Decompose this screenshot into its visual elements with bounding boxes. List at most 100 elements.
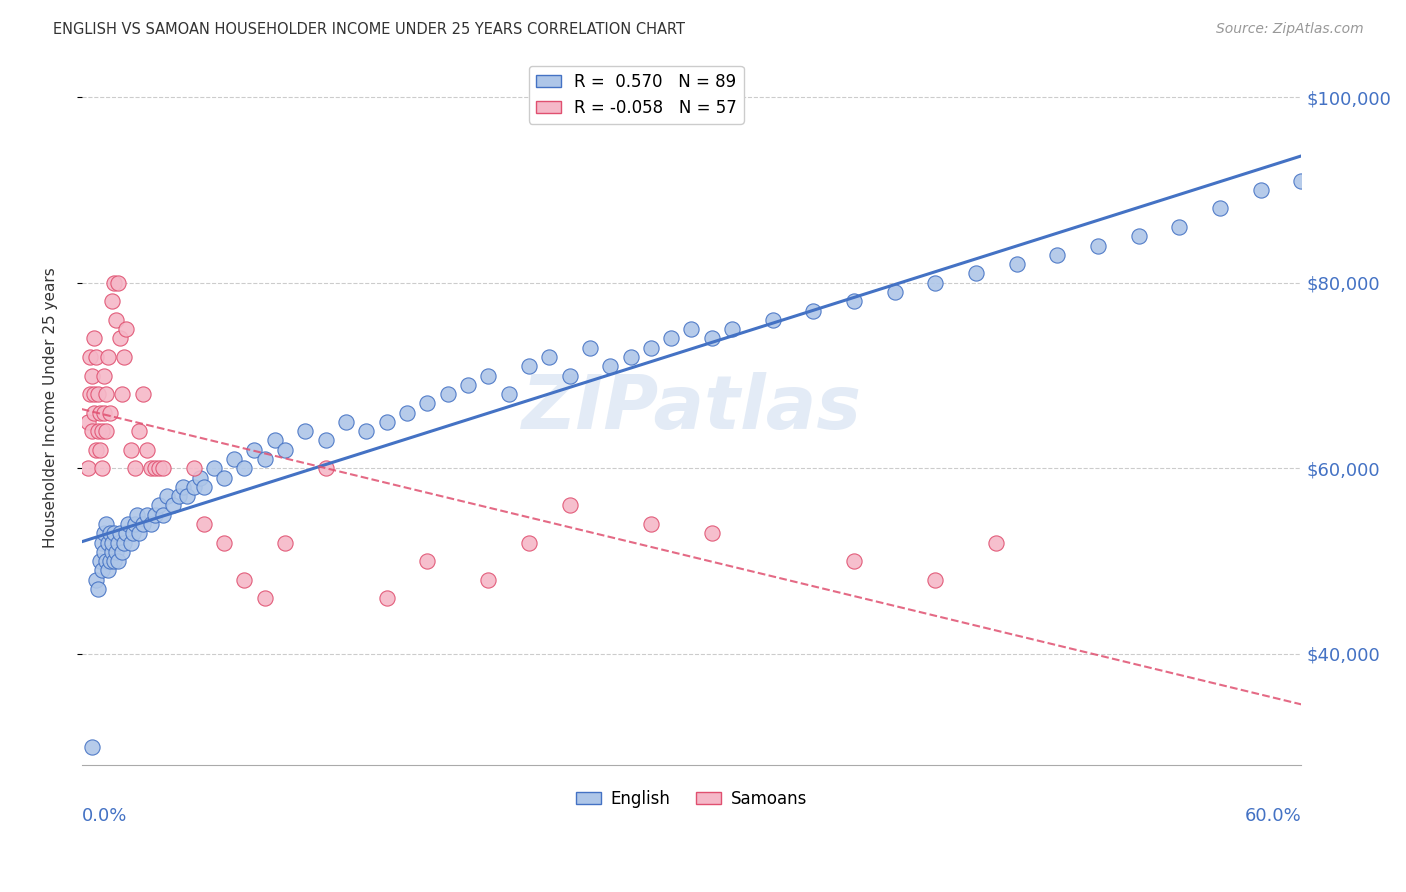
Point: [89, 406, 111, 420]
Point: [80, 739, 103, 754]
Point: [162, 499, 184, 513]
Point: [1291, 173, 1313, 187]
Point: [98, 554, 121, 568]
Point: [93, 526, 115, 541]
Point: [94, 387, 117, 401]
Text: ENGLISH VS SAMOAN HOUSEHOLDER INCOME UNDER 25 YEARS CORRELATION CHART: ENGLISH VS SAMOAN HOUSEHOLDER INCOME UND…: [53, 22, 686, 37]
Point: [681, 322, 703, 336]
Point: [107, 276, 129, 290]
Point: [105, 545, 128, 559]
Point: [135, 442, 157, 457]
Point: [120, 442, 142, 457]
Point: [87, 582, 110, 596]
Point: [924, 276, 946, 290]
Point: [128, 424, 150, 438]
Point: [107, 554, 129, 568]
Point: [1005, 257, 1028, 271]
Point: [457, 377, 479, 392]
Point: [498, 387, 520, 401]
Text: 0.0%: 0.0%: [82, 807, 127, 825]
Text: ZIPatlas: ZIPatlas: [522, 371, 862, 444]
Point: [110, 526, 132, 541]
Point: [89, 554, 111, 568]
Point: [640, 341, 662, 355]
Point: [94, 424, 117, 438]
Point: [148, 461, 170, 475]
Point: [115, 526, 138, 541]
Point: [93, 545, 115, 559]
Point: [1168, 220, 1191, 235]
Point: [91, 563, 114, 577]
Point: [315, 434, 337, 448]
Point: [579, 341, 602, 355]
Point: [274, 442, 297, 457]
Point: [212, 470, 235, 484]
Point: [659, 331, 682, 345]
Point: [76, 415, 98, 429]
Point: [294, 424, 316, 438]
Point: [94, 516, 117, 531]
Point: [416, 554, 439, 568]
Point: [558, 368, 581, 383]
Point: [842, 554, 865, 568]
Point: [193, 516, 215, 531]
Point: [152, 508, 174, 522]
Point: [640, 516, 662, 531]
Point: [117, 516, 139, 531]
Point: [233, 461, 256, 475]
Point: [263, 434, 285, 448]
Point: [80, 424, 103, 438]
Point: [803, 303, 825, 318]
Point: [89, 442, 111, 457]
Point: [143, 461, 166, 475]
Point: [111, 387, 134, 401]
Point: [84, 442, 107, 457]
Text: Source: ZipAtlas.com: Source: ZipAtlas.com: [1216, 22, 1364, 37]
Point: [76, 461, 98, 475]
Point: [700, 331, 723, 345]
Point: [143, 508, 166, 522]
Point: [83, 387, 105, 401]
Point: [183, 480, 205, 494]
Point: [112, 350, 135, 364]
Point: [1128, 229, 1150, 244]
Point: [599, 359, 621, 374]
Point: [124, 516, 146, 531]
Point: [233, 573, 256, 587]
Point: [110, 331, 132, 345]
Point: [477, 573, 499, 587]
Point: [98, 526, 121, 541]
Point: [84, 350, 107, 364]
Point: [98, 406, 121, 420]
Point: [115, 322, 138, 336]
Point: [395, 406, 418, 420]
Point: [91, 535, 114, 549]
Point: [131, 516, 153, 531]
Point: [375, 415, 398, 429]
Point: [139, 516, 162, 531]
Point: [924, 573, 946, 587]
Point: [183, 461, 205, 475]
Point: [97, 563, 120, 577]
Point: [94, 554, 117, 568]
Point: [91, 424, 114, 438]
Point: [188, 470, 211, 484]
Point: [101, 535, 124, 549]
Point: [224, 452, 246, 467]
Point: [112, 535, 135, 549]
Point: [477, 368, 499, 383]
Point: [416, 396, 439, 410]
Point: [79, 387, 101, 401]
Point: [1087, 238, 1109, 252]
Point: [103, 526, 125, 541]
Point: [517, 359, 540, 374]
Point: [156, 489, 179, 503]
Point: [107, 535, 129, 549]
Point: [120, 535, 142, 549]
Point: [558, 499, 581, 513]
Point: [202, 461, 225, 475]
Point: [103, 276, 125, 290]
Y-axis label: Householder Income Under 25 years: Householder Income Under 25 years: [44, 268, 58, 549]
Point: [243, 442, 266, 457]
Point: [253, 452, 276, 467]
